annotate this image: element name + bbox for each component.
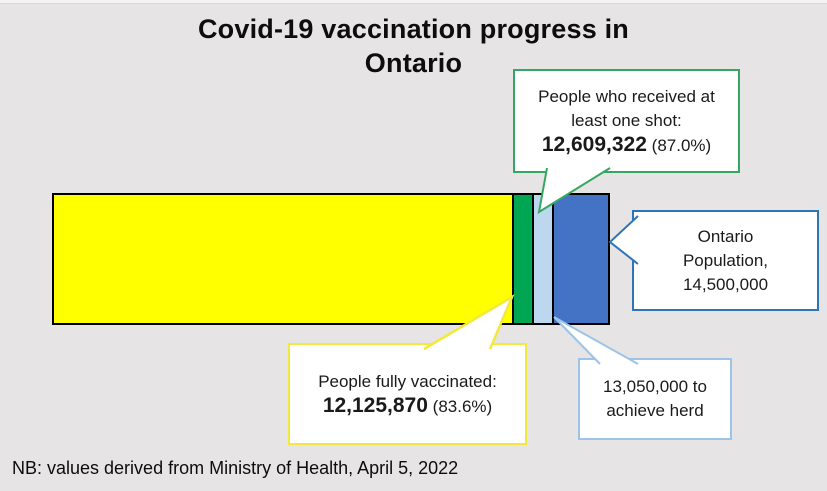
callout-one-shot: People who received at least one shot: 1…: [513, 69, 740, 173]
callout-fully-vaccinated-value: 12,125,870: [322, 393, 428, 417]
callout-fully-vaccinated-value-row: 12,125,870 (83.6%): [290, 394, 525, 419]
footnote: NB: values derived from Ministry of Heal…: [12, 458, 459, 478]
chart-title-line2: Ontario: [364, 48, 463, 78]
callout-one-shot-percent: (87.0%): [651, 135, 712, 155]
callout-ontario-population-line3: 14,500,000: [682, 274, 769, 294]
callout-herd-threshold-line2: achieve herd: [606, 401, 704, 420]
callout-fully-vaccinated-percent: (83.6%): [432, 396, 493, 416]
callout-ontario-population-line1: Ontario: [697, 226, 754, 246]
bar-segment-fully-vaccinated: [52, 193, 514, 325]
bar-segment-herd-gap: [534, 193, 554, 325]
window-top-edge: [0, 0, 827, 4]
chart-title-line1: Covid-19 vaccination progress in: [197, 14, 630, 44]
callout-one-shot-label-line1: People who received at: [538, 86, 715, 106]
stacked-bar: [52, 193, 610, 325]
callout-herd-threshold: 13,050,000 to achieve herd: [578, 358, 732, 440]
callout-ontario-population: Ontario Population, 14,500,000: [632, 210, 819, 311]
callout-ontario-population-line2: Population,: [682, 250, 769, 270]
callout-one-shot-value-row: 12,609,322 (87.0%): [515, 133, 738, 158]
bar-segment-one-shot-only: [514, 193, 534, 325]
callout-herd-threshold-line1: 13,050,000 to: [603, 377, 707, 396]
callout-fully-vaccinated-label: People fully vaccinated:: [318, 371, 497, 391]
bar-segment-remaining-population: [554, 193, 610, 325]
chart-title: Covid-19 vaccination progress in Ontario: [0, 12, 827, 80]
callout-one-shot-label-line2: least one shot:: [571, 110, 682, 130]
callout-fully-vaccinated: People fully vaccinated: 12,125,870 (83.…: [288, 343, 527, 445]
callout-one-shot-value: 12,609,322: [541, 132, 647, 156]
